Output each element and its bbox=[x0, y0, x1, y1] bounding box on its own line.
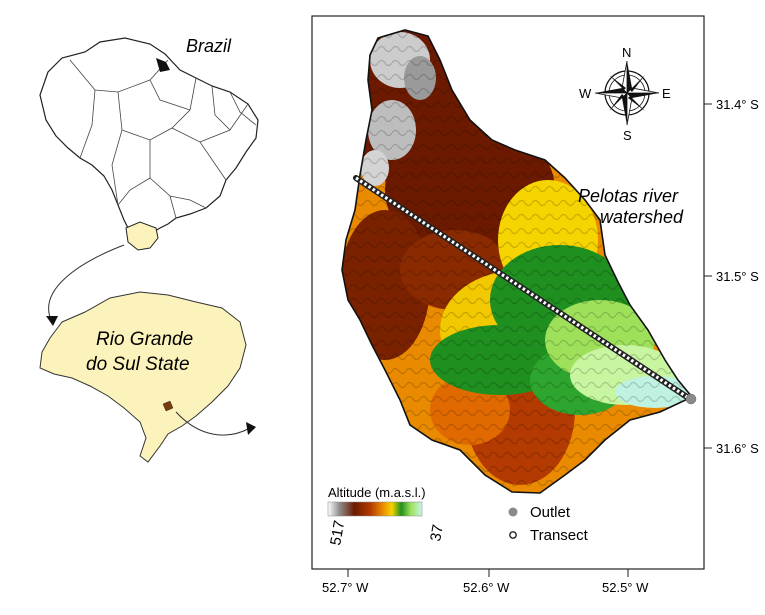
lat-tick-label: 31.6° S bbox=[716, 441, 759, 456]
altitude-title: Altitude (m.a.s.l.) bbox=[328, 485, 426, 500]
inset-arrow-2-head bbox=[246, 422, 256, 435]
compass-rose: N S E W bbox=[579, 45, 671, 143]
country-label: Brazil bbox=[186, 36, 232, 56]
legend-outlet-label: Outlet bbox=[530, 504, 571, 521]
compass-s: S bbox=[623, 128, 632, 143]
state-borders bbox=[69, 59, 257, 219]
lon-tick-label: 52.6° W bbox=[463, 580, 510, 595]
rio-grande-do-sul-region bbox=[125, 221, 159, 251]
watershed-label-line1: Pelotas river bbox=[578, 186, 679, 206]
compass-e: E bbox=[662, 86, 671, 101]
legend-transect-label: Transect bbox=[530, 527, 589, 544]
lat-tick-label: 31.5° S bbox=[716, 269, 759, 284]
state-label-line2: do Sul State bbox=[86, 354, 190, 375]
lon-ticks: 52.7° W 52.6° W 52.5° W bbox=[322, 569, 649, 595]
inset-arrow-2 bbox=[175, 411, 251, 436]
watershed-outline bbox=[341, 29, 694, 494]
lat-ticks: 31.4° S 31.5° S 31.6° S bbox=[704, 97, 759, 456]
brazil-outline bbox=[39, 37, 259, 241]
lat-tick-label: 31.4° S bbox=[716, 97, 759, 112]
state-label-line1: Rio Grande bbox=[96, 329, 193, 350]
lon-tick-label: 52.7° W bbox=[322, 580, 369, 595]
rio-grande-do-sul-map: Rio Grande do Sul State bbox=[39, 291, 247, 463]
compass-n: N bbox=[622, 45, 631, 60]
inset-arrow-1 bbox=[48, 244, 125, 323]
legend-transect-marker bbox=[509, 531, 517, 539]
watershed-location bbox=[162, 400, 174, 412]
amapa-region bbox=[156, 58, 170, 72]
altitude-colorbar bbox=[327, 501, 423, 517]
altitude-max: 517 bbox=[327, 519, 348, 547]
legend-outlet-marker bbox=[508, 507, 518, 517]
altitude-min: 37 bbox=[427, 523, 447, 542]
transect-dots bbox=[355, 176, 691, 401]
lon-tick-label: 52.5° W bbox=[602, 580, 649, 595]
compass-w: W bbox=[579, 86, 592, 101]
watershed-label-line2: watershed bbox=[600, 207, 684, 227]
legend: Altitude (m.a.s.l.) 517 37 Outlet Transe… bbox=[327, 485, 588, 547]
inset-arrow-1-head bbox=[46, 316, 58, 326]
state-outline bbox=[39, 291, 247, 463]
brazil-map: Brazil bbox=[39, 36, 259, 251]
outlet-marker bbox=[685, 393, 697, 405]
